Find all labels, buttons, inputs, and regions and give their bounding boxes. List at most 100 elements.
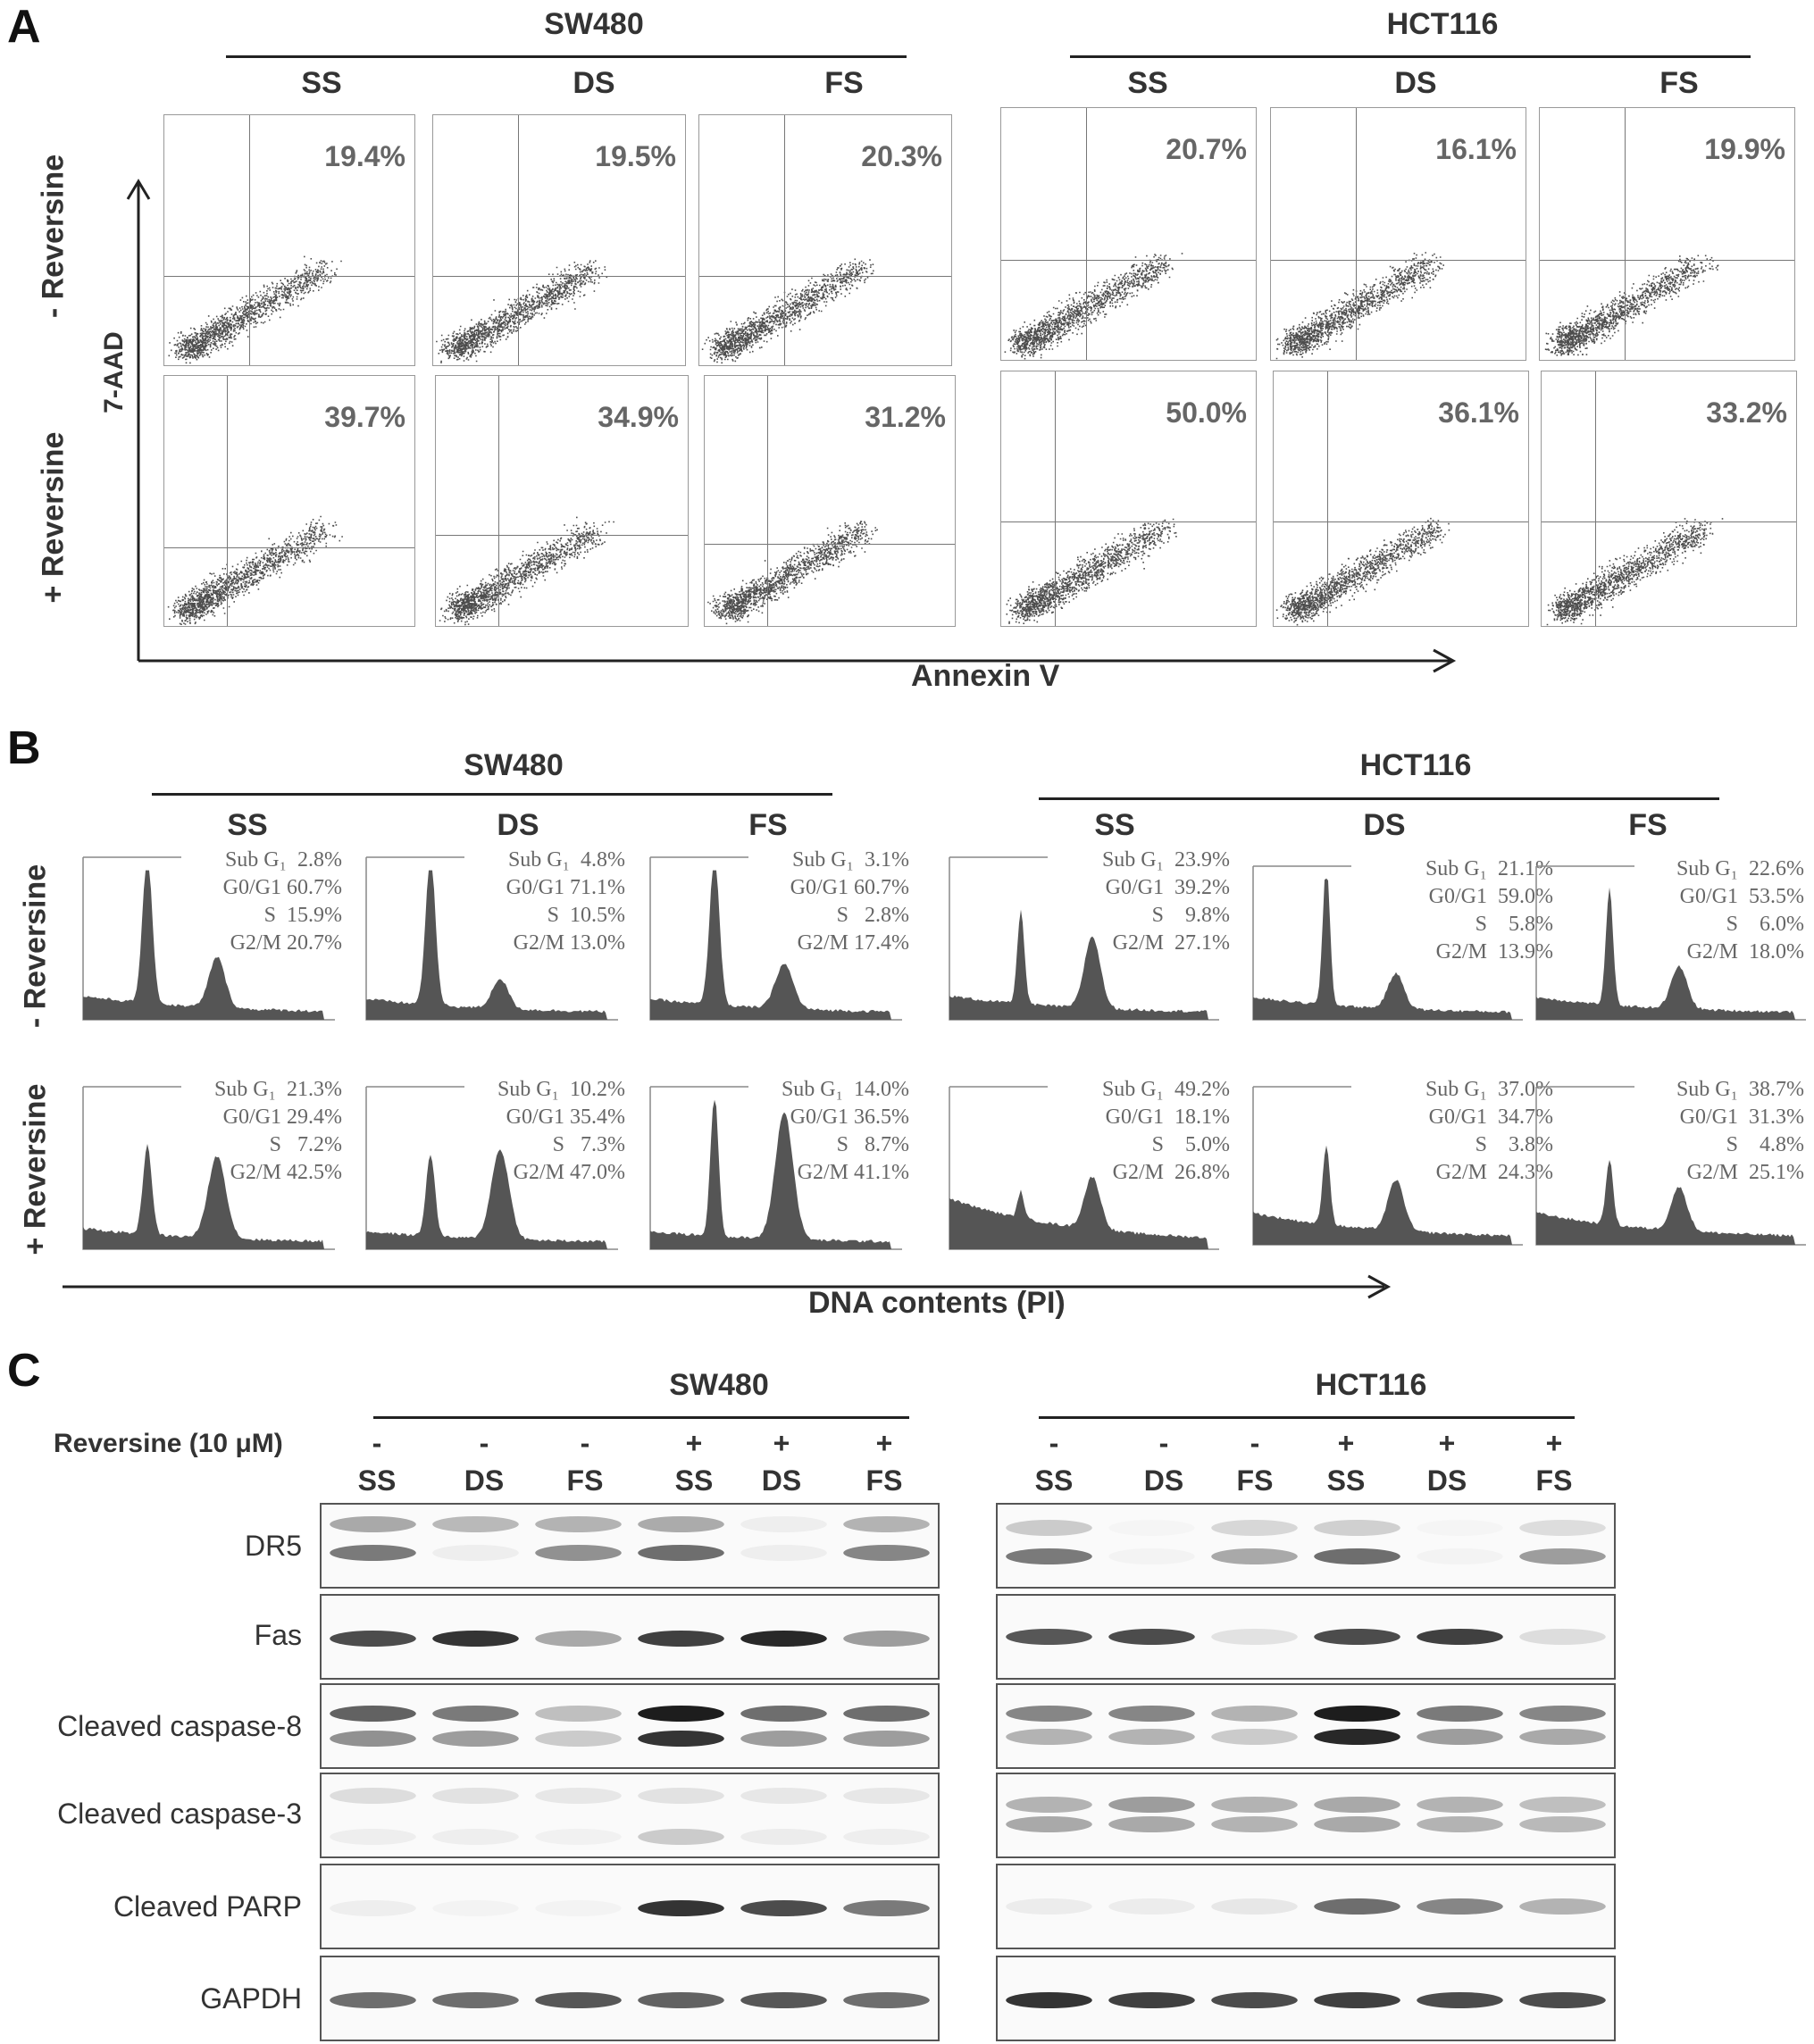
panel-c-label: C	[7, 1345, 41, 1397]
lane-sign: -	[1158, 1427, 1169, 1459]
flow-plot: 39.7%	[163, 375, 415, 627]
panel-a-axes	[126, 179, 1457, 673]
flow-percentage: 34.9%	[598, 401, 679, 433]
blot-sw480-fas	[320, 1594, 940, 1680]
histogram-stats: Sub G₁ 21.1% G0/G1 59.0% S 5.8% G2/M 13.…	[1425, 857, 1553, 964]
panel-b-rule-sw480	[152, 793, 832, 796]
panel-a-col-sw480-ds: DS	[573, 66, 615, 100]
blot-label-gapdh: GAPDH	[200, 1982, 302, 2015]
blot-hct116-cleaved-caspase-8	[996, 1683, 1616, 1769]
lane-sign: +	[875, 1427, 893, 1459]
panel-b-col-sw480-fs: FS	[748, 808, 788, 842]
blot-label-fas: Fas	[254, 1619, 302, 1651]
flow-plot: 34.9%	[435, 375, 689, 627]
lane-sign: +	[685, 1427, 703, 1459]
flow-plot: 31.2%	[704, 375, 956, 627]
panel-b-row-minus: - Reversine	[18, 863, 53, 1029]
flow-percentage: 20.7%	[1166, 133, 1247, 165]
histogram-stats: Sub G₁ 23.9% G0/G1 39.2% S 9.8% G2/M 27.…	[1101, 848, 1230, 955]
lane-sign: -	[1049, 1427, 1059, 1459]
lane-name: DS	[464, 1464, 505, 1497]
histogram: Sub G₁ 21.1% G0/G1 59.0% S 5.8% G2/M 13.…	[1235, 855, 1553, 1043]
blot-hct116-dr5	[996, 1503, 1616, 1589]
lane-name: FS	[1236, 1464, 1274, 1497]
blot-hct116-cleaved-parp	[996, 1864, 1616, 1949]
flow-percentage: 39.7%	[324, 401, 405, 433]
panel-b-x-axis	[63, 1274, 1392, 1299]
panel-c-group-hct116: HCT116	[1315, 1368, 1427, 1402]
histogram-stats: Sub G₁ 14.0% G0/G1 36.5% S 8.7% G2/M 41.…	[781, 1078, 909, 1184]
flow-percentage: 31.2%	[865, 401, 946, 433]
flow-plot: 20.7%	[1000, 107, 1257, 361]
panel-a-rule-hct116	[1070, 55, 1751, 58]
flow-plot: 36.1%	[1273, 371, 1529, 627]
panel-a-group-hct116: HCT116	[1386, 7, 1499, 41]
histogram: Sub G₁ 14.0% G0/G1 36.5% S 8.7% G2/M 41.…	[628, 1076, 909, 1272]
panel-a-col-hct116-fs: FS	[1659, 66, 1699, 100]
panel-a-rule-sw480	[226, 55, 907, 58]
histogram: Sub G₁ 10.2% G0/G1 35.4% S 7.3% G2/M 47.…	[344, 1076, 625, 1272]
histogram-stats: Sub G₁ 22.6% G0/G1 53.5% S 6.0% G2/M 18.…	[1676, 857, 1804, 964]
histogram-stats: Sub G₁ 49.2% G0/G1 18.1% S 5.0% G2/M 26.…	[1101, 1078, 1230, 1184]
panel-c-rule-sw480	[373, 1416, 909, 1419]
flow-percentage: 19.9%	[1704, 133, 1785, 165]
flow-plot: 20.3%	[698, 114, 952, 366]
blot-label-cleaved-caspase-8: Cleaved caspase-8	[57, 1710, 302, 1742]
histogram-stats: Sub G₁ 38.7% G0/G1 31.3% S 4.8% G2/M 25.…	[1676, 1078, 1804, 1184]
lane-sign: -	[479, 1427, 489, 1459]
histogram: Sub G₁ 2.8% G0/G1 60.7% S 15.9% G2/M 20.…	[61, 847, 342, 1043]
histogram-stats: Sub G₁ 21.3% G0/G1 29.4% S 7.2% G2/M 42.…	[213, 1078, 342, 1184]
flow-plot: 19.5%	[432, 114, 686, 366]
blot-hct116-cleaved-caspase-3	[996, 1773, 1616, 1858]
flow-percentage: 36.1%	[1438, 396, 1519, 429]
panel-b-group-hct116: HCT116	[1359, 748, 1472, 782]
lane-sign: -	[1250, 1427, 1260, 1459]
histogram: Sub G₁ 23.9% G0/G1 39.2% S 9.8% G2/M 27.…	[932, 847, 1230, 1043]
panel-a-col-hct116-ss: SS	[1127, 66, 1168, 100]
lane-sign: +	[1337, 1427, 1355, 1459]
histogram-stats: Sub G₁ 10.2% G0/G1 35.4% S 7.3% G2/M 47.…	[497, 1078, 625, 1184]
lane-name: DS	[761, 1464, 802, 1497]
blot-sw480-gapdh	[320, 1956, 940, 2041]
lane-sign: -	[372, 1427, 382, 1459]
flow-percentage: 16.1%	[1435, 133, 1517, 165]
flow-plot: 16.1%	[1270, 107, 1526, 361]
lane-sign: +	[773, 1427, 790, 1459]
flow-plot: 33.2%	[1541, 371, 1797, 627]
panel-c-group-sw480: SW480	[669, 1368, 769, 1402]
flow-plot: 19.4%	[163, 114, 415, 366]
histogram: Sub G₁ 37.0% G0/G1 34.7% S 3.8% G2/M 24.…	[1235, 1076, 1553, 1268]
blot-sw480-cleaved-parp	[320, 1864, 940, 1949]
lane-name: DS	[1143, 1464, 1184, 1497]
panel-b-group-sw480: SW480	[464, 748, 564, 782]
panel-a-x-axis-label: Annexin V	[911, 659, 1060, 693]
panel-b-col-sw480-ds: DS	[497, 808, 539, 842]
flow-plot: 19.9%	[1539, 107, 1795, 361]
panel-b-x-axis-label: DNA contents (PI)	[808, 1286, 1066, 1320]
panel-a-group-sw480: SW480	[544, 7, 644, 41]
panel-a-col-sw480-ss: SS	[301, 66, 342, 100]
panel-a-label: A	[7, 1, 41, 53]
lane-sign: +	[1545, 1427, 1563, 1459]
panel-a-col-hct116-ds: DS	[1394, 66, 1437, 100]
lane-name: SS	[357, 1464, 397, 1497]
histogram: Sub G₁ 3.1% G0/G1 60.7% S 2.8% G2/M 17.4…	[628, 847, 909, 1043]
lane-name: SS	[674, 1464, 714, 1497]
histogram: Sub G₁ 21.3% G0/G1 29.4% S 7.2% G2/M 42.…	[61, 1076, 342, 1272]
blot-label-cleaved-parp: Cleaved PARP	[113, 1890, 302, 1923]
blot-hct116-gapdh	[996, 1956, 1616, 2041]
treatment-label: Reversine (10 μM)	[54, 1429, 283, 1458]
lane-name: DS	[1426, 1464, 1467, 1497]
panel-c-rule-hct116	[1039, 1416, 1575, 1419]
panel-a-row-minus: - Reversine	[36, 154, 71, 319]
lane-name: FS	[1535, 1464, 1573, 1497]
histogram-stats: Sub G₁ 37.0% G0/G1 34.7% S 3.8% G2/M 24.…	[1425, 1078, 1553, 1184]
blot-sw480-cleaved-caspase-3	[320, 1773, 940, 1858]
histogram: Sub G₁ 22.6% G0/G1 53.5% S 6.0% G2/M 18.…	[1518, 855, 1813, 1043]
panel-b-rule-hct116	[1039, 797, 1719, 800]
lane-sign: -	[580, 1427, 590, 1459]
panel-a-row-plus: + Reversine	[36, 431, 71, 604]
histogram-stats: Sub G₁ 4.8% G0/G1 71.1% S 10.5% G2/M 13.…	[506, 848, 625, 955]
histogram-stats: Sub G₁ 2.8% G0/G1 60.7% S 15.9% G2/M 20.…	[222, 848, 342, 955]
histogram: Sub G₁ 49.2% G0/G1 18.1% S 5.0% G2/M 26.…	[932, 1076, 1230, 1272]
